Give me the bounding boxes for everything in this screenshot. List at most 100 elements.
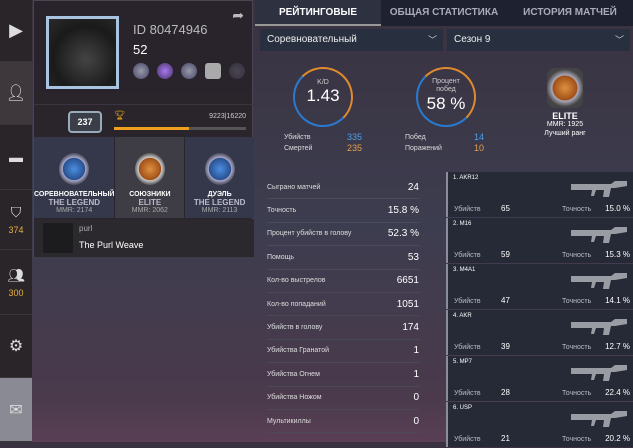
weapon-icon <box>571 411 627 427</box>
kd-gauge: K/D 1.43 <box>293 67 353 127</box>
winrate-label: Процент побед <box>432 78 460 93</box>
rank-card-allies[interactable]: СОЮЗНИКИ ELITE MMR: 2062 <box>115 137 185 218</box>
stat-row: Убийств в голову 174 <box>267 316 419 340</box>
badge-icon[interactable] <box>133 63 149 79</box>
tab-match-history[interactable]: ИСТОРИЯ МАТЧЕЙ <box>523 7 617 18</box>
player-level: 52 <box>133 42 148 57</box>
weapon-card[interactable]: 6. USP Убийств 21 Точность 20.2 % <box>446 402 633 447</box>
weapon-kills: 47 <box>501 296 510 305</box>
weapon-kills-label: Убийств <box>454 436 481 443</box>
tab-ranked[interactable]: РЕЙТИНГОВЫЕ <box>255 0 381 26</box>
weapon-card[interactable]: 4. AKR Убийств 39 Точность 12.7 % <box>446 310 633 355</box>
clan-row[interactable]: purl The Purl Weave <box>34 219 254 257</box>
sidebar-item-friends[interactable]: 👥︎ 300 <box>0 250 32 315</box>
stat-label: Кол-во выстрелов <box>267 277 326 285</box>
share-icon[interactable]: ➦ <box>232 7 244 23</box>
clan-logo <box>43 223 73 253</box>
weapon-accuracy: 20.2 % <box>605 434 630 443</box>
weapon-accuracy-label: Точность <box>562 344 592 351</box>
weapon-kills: 39 <box>501 342 510 351</box>
weapon-icon <box>571 319 627 335</box>
badge-icon[interactable] <box>157 63 173 79</box>
stat-value: 15.8 % <box>387 205 419 217</box>
weapon-card[interactable]: 2. M16 Убийств 59 Точность 15.3 % <box>446 218 633 263</box>
sidebar-item-profile[interactable]: 👤︎ <box>0 62 32 125</box>
weapon-card[interactable]: 1. AKR12 Убийств 65 Точность 15.0 % <box>446 172 633 217</box>
stat-row: Сыграно матчей 24 <box>267 176 419 200</box>
weapon-list: 1. AKR12 Убийств 65 Точность 15.0 % 2. M16 Уби… <box>446 172 633 448</box>
sidebar: ▶ 👤︎ ▬ ⛉ 374 👥︎ 300 ⚙ ✉ <box>0 0 32 442</box>
weapon-kills: 28 <box>501 388 510 397</box>
badge-icon[interactable] <box>205 63 221 79</box>
gear-icon: ⚙ <box>8 338 24 355</box>
sidebar-item-mail[interactable]: ✉ <box>0 378 32 442</box>
stat-value: 1 <box>413 345 419 357</box>
sidebar-item-settings[interactable]: ⚙ <box>0 315 32 378</box>
weapon-name: 4. AKR <box>453 313 472 319</box>
best-rank-name: ELITE <box>552 111 578 121</box>
weapon-name: 3. M4A1 <box>453 267 476 273</box>
weapon-kills-label: Убийств <box>454 252 481 259</box>
badge-icon[interactable] <box>181 63 197 79</box>
stats-panel: РЕЙТИНГОВЫЕ ОБЩАЯ СТАТИСТИКА ИСТОРИЯ МАТ… <box>255 0 633 447</box>
weapon-accuracy: 14.1 % <box>605 296 630 305</box>
play-icon: ▶ <box>9 20 23 40</box>
weapon-kills: 59 <box>501 250 510 259</box>
stat-row: Кол-во попаданий 1051 <box>267 293 419 317</box>
kills-label: Убийств <box>284 134 311 141</box>
trophy-icon: 🏆︎ <box>114 110 126 120</box>
profile-card: ID 80474946 52 ➦ 237 🏆︎ 9223|16220 СОРЕВ… <box>33 0 254 257</box>
stat-value: 1051 <box>396 298 419 310</box>
rank-cards: СОРЕВНОВАТЕЛЬНЫЙ THE LEGEND MMR: 2174 СОЮЗ… <box>34 137 254 218</box>
season-select[interactable]: Сезон 9 ﹀ <box>447 29 630 51</box>
stat-value: 52.3 % <box>387 228 419 240</box>
stat-label: Убийств в голову <box>267 324 323 332</box>
mail-icon: ✉ <box>9 401 23 419</box>
badge-icon[interactable] <box>229 63 245 79</box>
best-rank-mmr: MMR: 1925 <box>546 121 584 128</box>
weapon-accuracy: 15.3 % <box>605 250 630 259</box>
sidebar-item-play[interactable]: ▶ <box>0 0 32 62</box>
weapon-name: 6. USP <box>453 405 473 411</box>
stat-row: Убийства Огнем 1 <box>267 363 419 387</box>
xp-level-badge: 237 <box>68 111 102 133</box>
rank-name: THE LEGEND <box>193 198 246 207</box>
weapon-kills-label: Убийств <box>454 298 481 305</box>
avatar[interactable] <box>46 16 119 89</box>
rank-card-duel[interactable]: ДУЭЛЬ THE LEGEND MMR: 2113 <box>185 137 254 218</box>
stat-label: Убийства Огнем <box>267 370 320 378</box>
weapon-accuracy: 15.0 % <box>605 204 630 213</box>
weapon-icon <box>571 227 627 243</box>
tab-bar: РЕЙТИНГОВЫЕ ОБЩАЯ СТАТИСТИКА ИСТОРИЯ МАТ… <box>255 0 633 26</box>
stat-value: 0 <box>413 415 419 427</box>
weapon-card[interactable]: 5. MP7 Убийств 28 Точность 22.4 % <box>446 356 633 401</box>
xp-row: 237 🏆︎ 9223|16220 <box>34 104 254 134</box>
weapon-icon <box>571 273 627 289</box>
tab-general-stats[interactable]: ОБЩАЯ СТАТИСТИКА <box>389 7 499 18</box>
sidebar-item-inventory[interactable]: ▬ <box>0 125 32 190</box>
stats-list: Сыграно матчей 24 Точность 15.8 % Процент уб… <box>267 176 419 434</box>
rank-emblem-icon <box>547 68 583 108</box>
weapon-accuracy-label: Точность <box>562 252 592 259</box>
stat-value: 174 <box>402 322 419 334</box>
stat-row: Точность 15.8 % <box>267 199 419 223</box>
weapon-kills: 21 <box>501 434 510 443</box>
player-id: ID 80474946 <box>133 22 208 37</box>
season-select-value: Сезон 9 <box>454 34 491 45</box>
losses-label: Поражений <box>405 145 442 152</box>
clan-name: The Purl Weave <box>79 240 144 250</box>
weapon-card[interactable]: 3. M4A1 Убийств 47 Точность 14.1 % <box>446 264 633 309</box>
best-rank: ELITE MMR: 1925 Лучший ранг <box>535 68 595 137</box>
mode-select[interactable]: Соревновательный ﹀ <box>260 29 443 51</box>
stat-value: 53 <box>407 251 419 263</box>
weapon-accuracy-label: Точность <box>562 436 592 443</box>
chevron-down-icon: ﹀ <box>427 35 437 45</box>
weapon-kills-label: Убийств <box>454 206 481 213</box>
rank-count: 374 <box>8 225 24 235</box>
sidebar-item-rank[interactable]: ⛉ 374 <box>0 190 32 250</box>
rank-card-competitive[interactable]: СОРЕВНОВАТЕЛЬНЫЙ THE LEGEND MMR: 2174 <box>34 137 115 218</box>
stat-label: Мультикиллы <box>267 417 311 425</box>
rank-mmr: MMR: 2174 <box>56 207 93 214</box>
weapon-accuracy-label: Точность <box>562 390 592 397</box>
weapon-accuracy-label: Точность <box>562 298 592 305</box>
